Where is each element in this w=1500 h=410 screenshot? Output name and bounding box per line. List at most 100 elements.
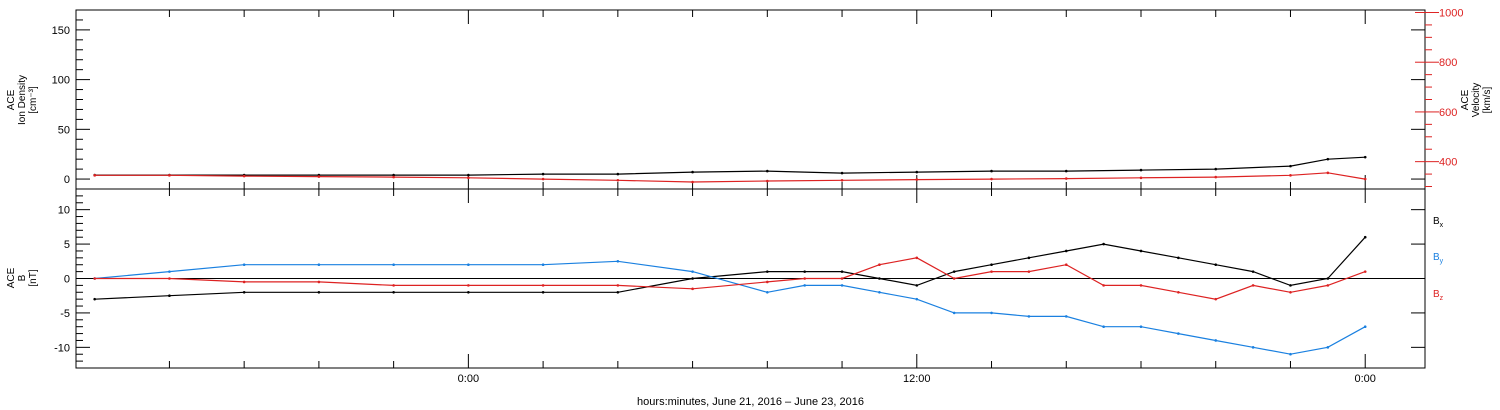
top-right-tick-label: 400 <box>1439 157 1457 169</box>
series-by-point <box>803 284 806 287</box>
top-panel-frame <box>75 9 1426 190</box>
series-bx-point <box>878 277 881 280</box>
series-by-point <box>1326 346 1330 349</box>
top-right-axis-title-line: [km/s] <box>1482 86 1493 113</box>
series-bz-point <box>1177 290 1180 294</box>
series-by-point <box>766 290 769 294</box>
series-bx-point <box>1064 249 1068 253</box>
series-by-point <box>1177 332 1180 335</box>
velocity-series-point <box>990 177 993 181</box>
series-bx-point <box>616 290 620 294</box>
series-bz-point <box>878 263 881 267</box>
series-bz-point <box>1139 284 1143 287</box>
top-right-axis-title-line: Velocity <box>1471 83 1482 117</box>
series-bx-point <box>1289 284 1292 287</box>
ion-density-series-point <box>392 173 395 177</box>
series-bz-point <box>1363 270 1367 273</box>
series-by-point <box>840 284 844 287</box>
velocity-series-point <box>242 174 246 178</box>
series-by-point <box>1027 315 1031 318</box>
legend-entry-bx: Bx <box>1433 216 1444 229</box>
ion-density-series-point <box>915 170 919 174</box>
series-bz-point <box>616 284 620 287</box>
velocity-series-point <box>1363 177 1367 181</box>
bottom-axis-title-line: [nT] <box>28 269 39 286</box>
top-left-axis-title-line: ACE <box>6 89 17 110</box>
series-bx <box>94 236 1366 300</box>
velocity-series-point <box>915 178 919 181</box>
series-by-point <box>1251 346 1255 349</box>
velocity-series-point <box>541 177 545 181</box>
series-bz-point <box>317 280 321 284</box>
series-by-point <box>1363 325 1367 328</box>
series-by-point <box>952 311 956 315</box>
top-right-axis-title: ACE Velocity [km/s] <box>1460 83 1493 117</box>
series-bz-point <box>541 284 545 287</box>
series-bx-point <box>1027 256 1031 260</box>
velocity-series-point <box>392 175 395 179</box>
series-bx-point <box>1177 256 1180 260</box>
series-by-point <box>1064 315 1068 318</box>
series-bz-point <box>93 277 96 280</box>
series-bx-point <box>317 290 321 294</box>
series-by-point <box>242 263 246 267</box>
series-bz <box>94 257 1366 300</box>
bottom-tick-label: -10 <box>54 342 70 354</box>
velocity-series-point <box>1214 175 1218 179</box>
x-axis-label: hours:minutes, June 21, 2016 – June 23, … <box>637 396 864 408</box>
velocity-series-point <box>1289 174 1292 177</box>
top-left-axis-title-line: [cm⁻³] <box>28 86 39 114</box>
ion-density-series <box>94 156 1366 176</box>
series-bz-point <box>392 284 395 287</box>
bottom-tick-label: 5 <box>64 239 70 251</box>
legend-entry-subscript: x <box>1440 222 1444 229</box>
series-bx-point <box>1363 235 1367 239</box>
series-bx-point <box>1326 277 1330 280</box>
series-bz-point <box>1027 270 1031 273</box>
series-bx-point <box>990 263 993 267</box>
velocity-series-point <box>840 178 844 182</box>
bottom-tick-label: -5 <box>60 308 70 320</box>
series-bx-point <box>541 290 545 294</box>
ion-density-series-point <box>616 172 620 176</box>
series-by-point <box>467 263 470 267</box>
ion-density-series-point <box>840 171 844 175</box>
series-by-point <box>1214 339 1218 342</box>
ion-density-series-point <box>541 172 545 176</box>
ion-density-series-point <box>1289 164 1292 168</box>
series-by-point <box>541 263 545 267</box>
legend-entry-by: By <box>1433 252 1444 265</box>
velocity-series-point <box>467 176 470 180</box>
ion-density-series-point <box>766 169 769 173</box>
series-bz-point <box>803 277 806 280</box>
series-by-point <box>878 290 881 294</box>
velocity-series-point <box>1326 171 1330 175</box>
velocity-series <box>94 172 1366 183</box>
velocity-series-point <box>1064 177 1068 180</box>
series-by-point <box>915 297 919 301</box>
series-by <box>94 260 1366 355</box>
bottom-axis-title-line: B <box>17 274 28 281</box>
bottom-tick-label: 0 <box>64 274 70 286</box>
series-bx-point <box>168 294 171 298</box>
legend-entry-bz: Bz <box>1433 289 1444 302</box>
series-bx-point <box>1102 242 1105 246</box>
series-by-point <box>317 263 321 267</box>
series-bz-point <box>1214 297 1218 301</box>
series-bz-point <box>915 256 919 260</box>
ion-density-series-point <box>990 169 993 173</box>
series-bz-point <box>840 277 844 280</box>
ion-density-series-point <box>1214 167 1218 171</box>
x-tick-label: 0:00 <box>1354 373 1375 385</box>
top-left-tick-label: 50 <box>58 124 70 136</box>
series-bx-point <box>840 270 844 273</box>
series-bz-point <box>990 270 993 273</box>
top-left-tick-label: 150 <box>52 25 70 37</box>
top-right-tick-label: 1000 <box>1439 7 1463 19</box>
series-bz-point <box>1326 284 1330 287</box>
velocity-series-point <box>616 178 620 182</box>
series-by-point <box>168 270 171 273</box>
series-bx-point <box>952 270 956 273</box>
top-left-tick-label: 0 <box>64 174 70 186</box>
